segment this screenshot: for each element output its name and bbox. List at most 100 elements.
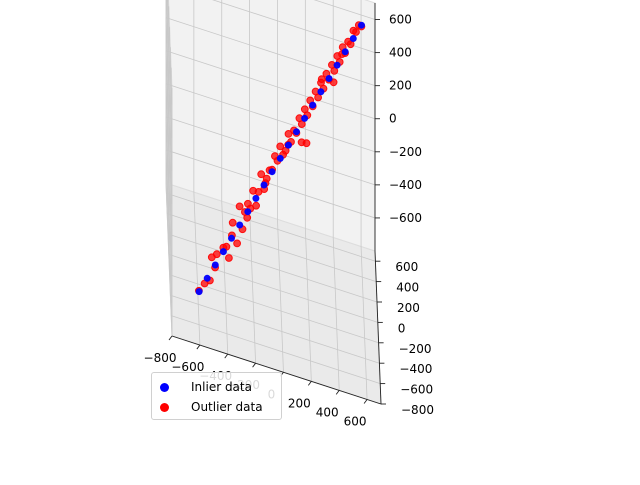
inlier-point <box>358 21 365 29</box>
grid-z-back <box>212 0 376 53</box>
inlier-point <box>203 274 211 282</box>
grid-y-floor <box>167 213 377 282</box>
outlier-point <box>314 93 323 102</box>
inlier-point <box>349 35 357 42</box>
y-tick-label: −400 <box>399 362 432 376</box>
legend-item-inlier: Inlier data <box>160 378 252 396</box>
inlier-point <box>341 48 349 56</box>
outlier-point <box>257 170 266 179</box>
grid-z-side <box>165 149 173 303</box>
outlier-point <box>330 67 339 75</box>
y-tick-label: −200 <box>399 342 432 356</box>
inlier-point <box>276 154 284 162</box>
grid-z-side <box>165 17 173 171</box>
legend-label-inlier: Inlier data <box>191 380 252 394</box>
y-tick-label: −600 <box>400 383 433 397</box>
y-tick-label: −800 <box>401 403 434 417</box>
grid-x-floor <box>193 192 201 346</box>
grid-y-floor <box>166 192 376 262</box>
grid-z-back <box>165 116 376 186</box>
y-tick-label: 600 <box>395 260 418 274</box>
grid-z-back <box>165 17 376 87</box>
grid-x-floor <box>304 228 312 382</box>
inlier-point <box>195 288 203 296</box>
x-axis-line <box>171 335 382 405</box>
outlier-point <box>346 40 355 49</box>
z-tick-label: 200 <box>389 79 412 93</box>
outlier-point <box>297 120 306 128</box>
outlier-point <box>276 142 285 151</box>
x-tick-mark <box>168 335 173 341</box>
z-tick-label: 0 <box>389 112 397 126</box>
x-tick-mark <box>224 353 229 359</box>
z-tick-label: −600 <box>389 211 422 225</box>
outlier-point <box>225 254 233 262</box>
inlier-point <box>333 61 341 69</box>
axis-lines <box>168 3 386 405</box>
x-tick-label: 600 <box>344 414 367 428</box>
outlier-point <box>352 28 360 36</box>
z-tick-label: −200 <box>389 145 422 159</box>
grid-y-floor <box>167 233 378 303</box>
z-tick-label: 400 <box>389 46 412 60</box>
inlier-point <box>309 101 317 109</box>
inlier-point <box>317 88 325 96</box>
legend-marker-inlier <box>160 382 169 392</box>
grid-y-floor <box>170 294 380 364</box>
grid-x-floor <box>221 201 229 355</box>
x-tick-label: −600 <box>171 360 204 374</box>
inlier-point <box>228 234 235 242</box>
grid-y-floor <box>168 254 378 323</box>
inlier-point <box>260 181 268 189</box>
x-tick-mark <box>307 381 312 386</box>
inlier-point <box>211 261 219 269</box>
x-tick-mark <box>363 399 368 404</box>
grid-y-floor <box>171 315 381 384</box>
outlier-point <box>284 130 293 138</box>
x-tick-label: 200 <box>288 396 311 410</box>
grid-x-floor <box>332 237 340 391</box>
outlier-point <box>233 239 242 248</box>
legend-item-outlier: Outlier data <box>160 398 263 416</box>
outlier-point <box>228 218 237 227</box>
x-tick-mark <box>252 362 256 368</box>
grid-x-floor <box>360 246 368 400</box>
inlier-point <box>268 168 276 176</box>
inlier-point <box>293 128 300 136</box>
x-tick-label: −800 <box>144 351 177 365</box>
grid-z-side <box>165 83 173 237</box>
legend: Inlier data Outlier data <box>151 372 282 420</box>
grid-x-floor <box>249 210 256 364</box>
grid-z-side <box>165 116 173 270</box>
z-tick-label: −400 <box>389 178 422 192</box>
grid-z-back <box>165 83 376 153</box>
grid-z-back <box>313 0 376 20</box>
grid-x-floor <box>277 219 284 373</box>
x-tick-mark <box>335 390 340 395</box>
x-tick-mark <box>196 344 201 350</box>
grid-z-back <box>165 149 376 219</box>
grid-z-side <box>167 0 173 105</box>
outlier-point <box>252 201 261 210</box>
outlier-point <box>243 213 252 222</box>
outlier-point <box>235 202 244 211</box>
inlier-point <box>301 114 309 122</box>
x-tick-label: 400 <box>316 405 339 419</box>
inlier-point <box>252 194 260 202</box>
outlier-point <box>302 139 311 148</box>
inlier-point <box>236 221 244 229</box>
y-axis-line <box>374 250 382 405</box>
inlier-point <box>244 208 252 216</box>
grid-z-back <box>165 50 376 120</box>
inlier-point <box>325 75 333 82</box>
y-tick-label: 0 <box>398 321 406 335</box>
inlier-point <box>219 248 227 256</box>
legend-marker-outlier <box>160 402 169 412</box>
outlier-point <box>329 78 338 87</box>
legend-label-outlier: Outlier data <box>191 400 263 414</box>
grid-z-side <box>166 0 173 138</box>
outlier-point <box>207 253 216 262</box>
inlier-point <box>284 141 292 149</box>
